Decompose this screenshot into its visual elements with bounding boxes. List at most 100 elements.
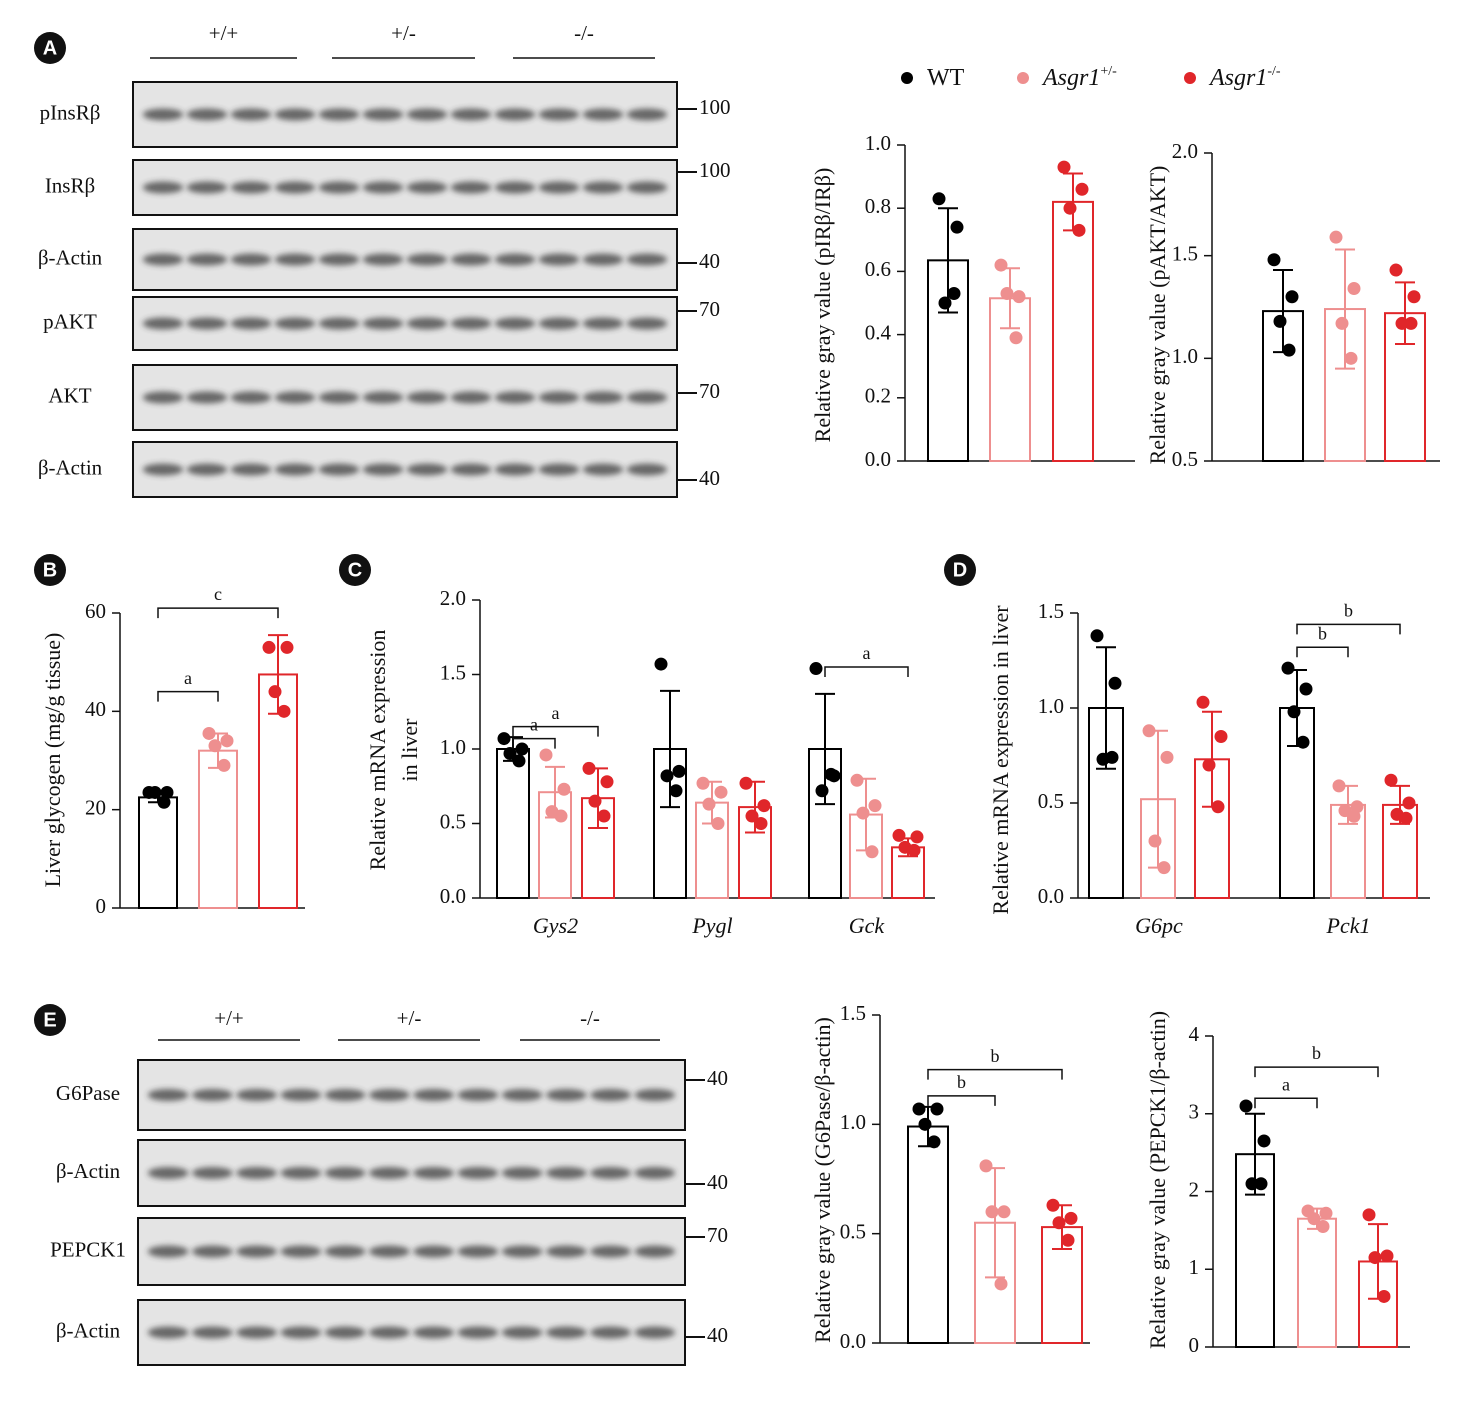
blot-band <box>501 1089 543 1101</box>
y-tick-label: 1.5 <box>1038 599 1064 623</box>
data-point <box>985 1205 999 1219</box>
blot-band <box>147 1326 189 1339</box>
significance-label: b <box>1318 623 1327 643</box>
data-point <box>1296 735 1310 749</box>
significance-bracket <box>927 1095 996 1106</box>
blot-label: β-Actin <box>56 1318 121 1342</box>
significance-label: a <box>184 668 192 688</box>
blot-band <box>362 317 404 330</box>
data-point <box>554 809 568 823</box>
blot-band <box>626 253 668 266</box>
significance-bracket <box>157 607 279 619</box>
data-point <box>994 1277 1008 1291</box>
blot-band <box>318 463 360 476</box>
data-point <box>1362 1208 1376 1222</box>
y-tick-label: 2.0 <box>1172 139 1198 163</box>
data-point <box>1108 676 1122 690</box>
legend-label: WT <box>927 65 965 91</box>
blot-band <box>186 391 228 404</box>
blot-band <box>274 108 316 121</box>
data-point <box>220 734 234 748</box>
y-axis-title: Relative gray value (PEPCK1/β-actin) <box>1145 1011 1170 1349</box>
blot-band <box>582 391 624 404</box>
data-point <box>979 1159 993 1173</box>
data-point <box>850 773 864 787</box>
blot-band <box>406 181 448 194</box>
blot-band <box>369 1167 410 1179</box>
data-point <box>1009 331 1023 345</box>
marker-label: 100 <box>699 95 731 119</box>
data-point <box>1282 343 1296 357</box>
data-point <box>918 1117 932 1131</box>
blot-band <box>147 1245 189 1258</box>
marker-label: 40 <box>699 249 720 273</box>
blot-band <box>192 1089 233 1101</box>
data-point <box>1057 160 1071 174</box>
blot-band <box>494 391 536 404</box>
blot-band <box>413 1089 454 1101</box>
blot-label: PEPCK1 <box>50 1237 126 1261</box>
data-point <box>1344 351 1358 365</box>
blot-band <box>634 1245 676 1258</box>
y-tick-label: 4 <box>1189 1022 1200 1046</box>
y-tick-label: 1.0 <box>1172 344 1198 368</box>
data-point <box>1267 253 1281 267</box>
data-point <box>1285 290 1299 304</box>
legend-name: Asgr1 <box>1208 65 1267 91</box>
blot-band <box>457 1167 499 1179</box>
data-point <box>597 809 611 823</box>
blot-band <box>142 463 184 476</box>
blot-band <box>406 463 448 476</box>
blot-band <box>230 317 272 330</box>
y-axis-title: Liver glycogen (mg/g tissue) <box>40 633 65 888</box>
blot-band <box>457 1245 499 1258</box>
blot-band <box>634 1089 676 1101</box>
blot-band <box>369 1089 410 1101</box>
y-tick-label: 40 <box>85 697 106 721</box>
blot-band <box>634 1326 676 1339</box>
data-point <box>503 746 517 760</box>
data-point <box>757 799 771 813</box>
marker-label: 70 <box>699 297 720 321</box>
legend-label: Asgr1+/- <box>1041 64 1117 91</box>
data-point <box>997 1205 1011 1219</box>
y-tick-label: 0.2 <box>865 384 891 408</box>
data-point <box>588 794 602 808</box>
blot-band <box>142 253 184 266</box>
y-tick-label: 0.6 <box>865 257 891 281</box>
y-tick-label: 0.0 <box>865 447 891 471</box>
data-point <box>1257 1134 1271 1148</box>
blot-band <box>362 463 404 476</box>
panel-letter: A <box>43 37 57 59</box>
legend-marker <box>901 72 913 84</box>
marker-label: 70 <box>707 1223 728 1247</box>
y-tick-label: 0.5 <box>440 809 466 833</box>
bar <box>907 1125 949 1345</box>
data-point <box>1329 230 1343 244</box>
data-point <box>1000 287 1014 301</box>
significance-label: b <box>1344 601 1353 621</box>
legend-superscript: -/- <box>1267 64 1281 79</box>
data-point <box>660 769 674 783</box>
data-point <box>280 640 294 654</box>
blot-band <box>590 1245 631 1258</box>
blot-label: InsRβ <box>45 173 95 197</box>
y-tick-label: 0 <box>96 894 107 918</box>
bar <box>1297 1217 1337 1349</box>
significance-label: b <box>1312 1043 1321 1063</box>
data-point <box>1347 282 1361 296</box>
blot-band <box>494 253 536 266</box>
blot-band <box>413 1167 454 1179</box>
x-tick-label: Gys2 <box>533 913 578 938</box>
data-point <box>1202 758 1216 772</box>
blot-band <box>501 1167 543 1179</box>
y-tick-label: 0.5 <box>840 1219 866 1243</box>
y-tick-label: 1.0 <box>440 735 466 759</box>
marker-label: 100 <box>699 158 731 182</box>
y-tick-label: 2.0 <box>440 586 466 610</box>
blot-band <box>142 108 184 121</box>
y-tick-label: 1.0 <box>840 1110 866 1134</box>
blot-band <box>362 391 404 404</box>
group-label: +/+ <box>214 1006 244 1030</box>
blot-band <box>186 463 228 476</box>
